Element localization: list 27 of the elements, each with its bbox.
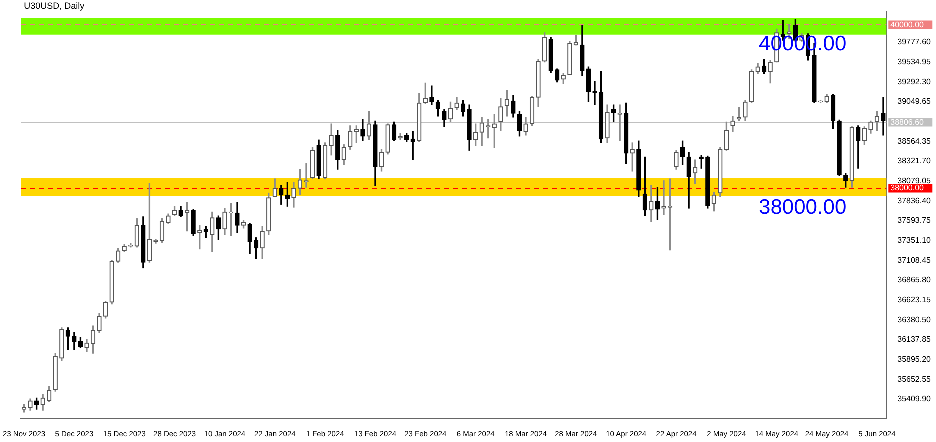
candlestick (304, 164, 309, 188)
ref-line-label: 40000.00 (890, 20, 925, 30)
y-tick-label: 36865.80 (898, 276, 932, 285)
y-tick-label: 36380.50 (898, 315, 932, 324)
y-tick-label: 39292.30 (898, 77, 932, 86)
y-tick-label: 37351.10 (898, 236, 932, 245)
y-tick-label: 38079.05 (898, 176, 932, 186)
candlestick (662, 180, 666, 216)
y-tick-label: 39534.95 (898, 57, 932, 66)
y-tick-label: 38564.35 (898, 136, 932, 146)
y-tick-label: 35409.90 (898, 394, 932, 404)
annotation: 38000.00 (759, 196, 847, 220)
y-tick-label: 36137.85 (898, 335, 932, 344)
y-tick-label: 38321.70 (898, 156, 932, 166)
y-tick-label: 37593.75 (898, 216, 932, 226)
y-tick-label: 35895.20 (898, 354, 932, 364)
y-tick-label: 36623.15 (898, 295, 932, 304)
ref-line-label: 38000.00 (890, 184, 925, 193)
y-tick-label: 37836.40 (898, 196, 932, 206)
y-tick-label: 39777.60 (898, 38, 932, 47)
y-tick-label: 39049.65 (898, 97, 932, 106)
y-tick-label: 37108.45 (898, 256, 932, 265)
candlestick (881, 97, 886, 136)
chart-title: U30USD, Daily (24, 0, 86, 11)
candlestick (649, 185, 654, 222)
ref-line-label: 38806.60 (890, 118, 925, 127)
y-tick-label: 35652.55 (898, 374, 932, 384)
